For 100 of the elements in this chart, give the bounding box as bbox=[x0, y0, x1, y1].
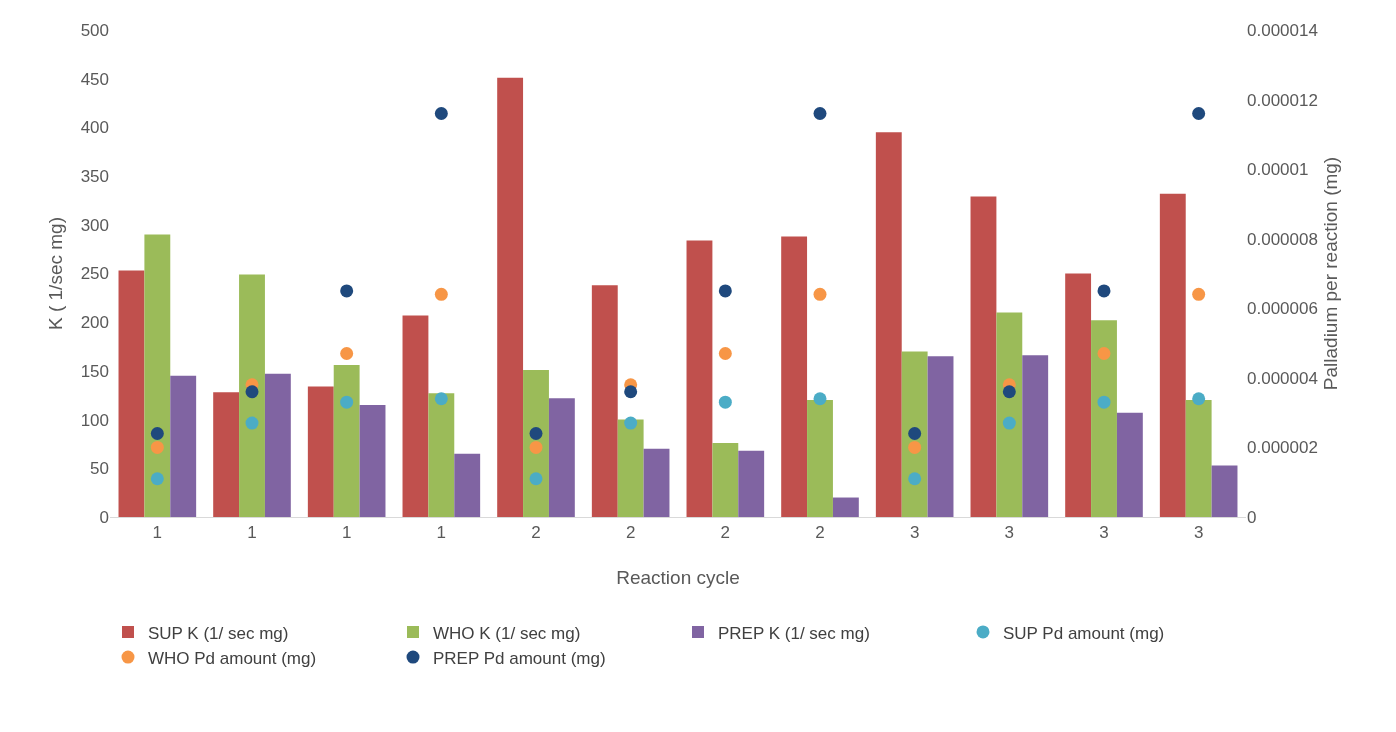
y-tick-label: 50 bbox=[90, 459, 109, 479]
point bbox=[529, 427, 543, 440]
point bbox=[1002, 385, 1016, 399]
point bbox=[813, 392, 827, 406]
bar bbox=[118, 270, 145, 517]
bar bbox=[781, 236, 808, 517]
bar bbox=[686, 240, 713, 517]
y-tick-label: 200 bbox=[80, 313, 109, 333]
point bbox=[434, 392, 448, 406]
bar bbox=[1091, 320, 1117, 517]
point bbox=[624, 416, 638, 430]
bar bbox=[333, 365, 360, 517]
bar bbox=[712, 442, 739, 517]
point bbox=[1097, 395, 1111, 409]
y2-tick-label: 0.00001 bbox=[1247, 160, 1309, 180]
bar bbox=[264, 373, 291, 517]
point bbox=[718, 284, 732, 298]
bar bbox=[213, 392, 240, 517]
x-tick-label: 3 bbox=[1193, 523, 1204, 543]
x-tick-label: 2 bbox=[815, 523, 825, 543]
point bbox=[1097, 284, 1111, 298]
point bbox=[340, 284, 354, 298]
bar bbox=[307, 386, 334, 517]
y-tick-label: 450 bbox=[80, 69, 109, 89]
bar bbox=[1185, 400, 1212, 517]
bar bbox=[1211, 465, 1238, 517]
bar bbox=[359, 404, 386, 517]
x-tick-label: 1 bbox=[341, 523, 352, 543]
bar bbox=[875, 132, 902, 517]
bar bbox=[970, 196, 997, 517]
y2-tick-label: 0.000008 bbox=[1247, 229, 1318, 249]
x-tick-label: 2 bbox=[625, 523, 636, 543]
bar bbox=[617, 419, 644, 517]
point bbox=[340, 347, 354, 360]
y2-tick-label: 0.000014 bbox=[1247, 20, 1318, 40]
point bbox=[718, 395, 732, 409]
legend-label: PREP Pd amount (mg) bbox=[433, 648, 606, 668]
y2-tick-label: 0 bbox=[1247, 507, 1257, 527]
x-tick-label: 1 bbox=[436, 523, 447, 543]
bar bbox=[1116, 412, 1143, 517]
y2-tick-label: 0.000004 bbox=[1247, 368, 1318, 388]
y-tick-label: 0 bbox=[99, 507, 109, 527]
bar bbox=[170, 375, 197, 517]
bar bbox=[1065, 273, 1092, 517]
bar bbox=[832, 497, 859, 517]
y2-tick-label: 0.000002 bbox=[1247, 438, 1318, 458]
x-tick-label: 2 bbox=[720, 523, 731, 543]
point bbox=[529, 440, 543, 454]
legend-label: SUP Pd amount (mg) bbox=[1003, 623, 1165, 643]
x-axis-title: Reaction cycle bbox=[616, 567, 740, 588]
legend-label: WHO Pd amount (mg) bbox=[148, 648, 317, 668]
y-tick-label: 500 bbox=[80, 20, 109, 40]
bar bbox=[144, 234, 171, 517]
y-tick-label: 250 bbox=[80, 264, 109, 284]
point bbox=[1192, 287, 1206, 301]
point bbox=[245, 416, 259, 430]
point bbox=[434, 287, 448, 301]
x-tick-label: 3 bbox=[909, 523, 920, 543]
x-tick-label: 1 bbox=[247, 523, 257, 543]
point bbox=[245, 385, 259, 399]
bar bbox=[239, 274, 265, 517]
bar bbox=[1159, 193, 1186, 517]
y2-tick-label: 0.000012 bbox=[1247, 90, 1318, 110]
point bbox=[1097, 347, 1111, 360]
bar bbox=[428, 393, 455, 517]
legend-label: SUP K (1/ sec mg) bbox=[148, 623, 289, 643]
bar bbox=[901, 351, 928, 517]
point bbox=[908, 440, 922, 454]
point bbox=[908, 427, 922, 440]
x-tick-label: 3 bbox=[1099, 523, 1109, 543]
bar bbox=[402, 315, 429, 517]
bar bbox=[927, 356, 954, 517]
y-tick-label: 100 bbox=[80, 410, 109, 430]
bar bbox=[738, 450, 765, 517]
point bbox=[150, 472, 164, 486]
point bbox=[624, 385, 638, 399]
bar bbox=[454, 453, 481, 517]
y2-axis-title: Palladium per reaction (mg) bbox=[1319, 156, 1341, 391]
point bbox=[340, 395, 354, 409]
x-tick-label: 1 bbox=[152, 523, 163, 543]
bar bbox=[643, 448, 670, 517]
point bbox=[1192, 106, 1206, 120]
point bbox=[150, 427, 164, 440]
point bbox=[1002, 416, 1016, 430]
bar bbox=[548, 398, 575, 517]
point bbox=[150, 440, 164, 454]
bar bbox=[996, 312, 1023, 517]
point bbox=[813, 106, 827, 120]
bar bbox=[807, 400, 833, 517]
legend-label: WHO K (1/ sec mg) bbox=[433, 623, 581, 643]
y2-tick-label: 0.000006 bbox=[1247, 299, 1318, 319]
point bbox=[813, 287, 827, 301]
y-tick-label: 350 bbox=[80, 167, 109, 187]
bar bbox=[1022, 355, 1049, 517]
point bbox=[1192, 392, 1206, 406]
point bbox=[718, 347, 732, 360]
point bbox=[434, 106, 448, 120]
y-tick-label: 400 bbox=[80, 118, 109, 138]
legend-label: PREP K (1/ sec mg) bbox=[718, 623, 870, 643]
x-tick-label: 2 bbox=[531, 523, 541, 543]
